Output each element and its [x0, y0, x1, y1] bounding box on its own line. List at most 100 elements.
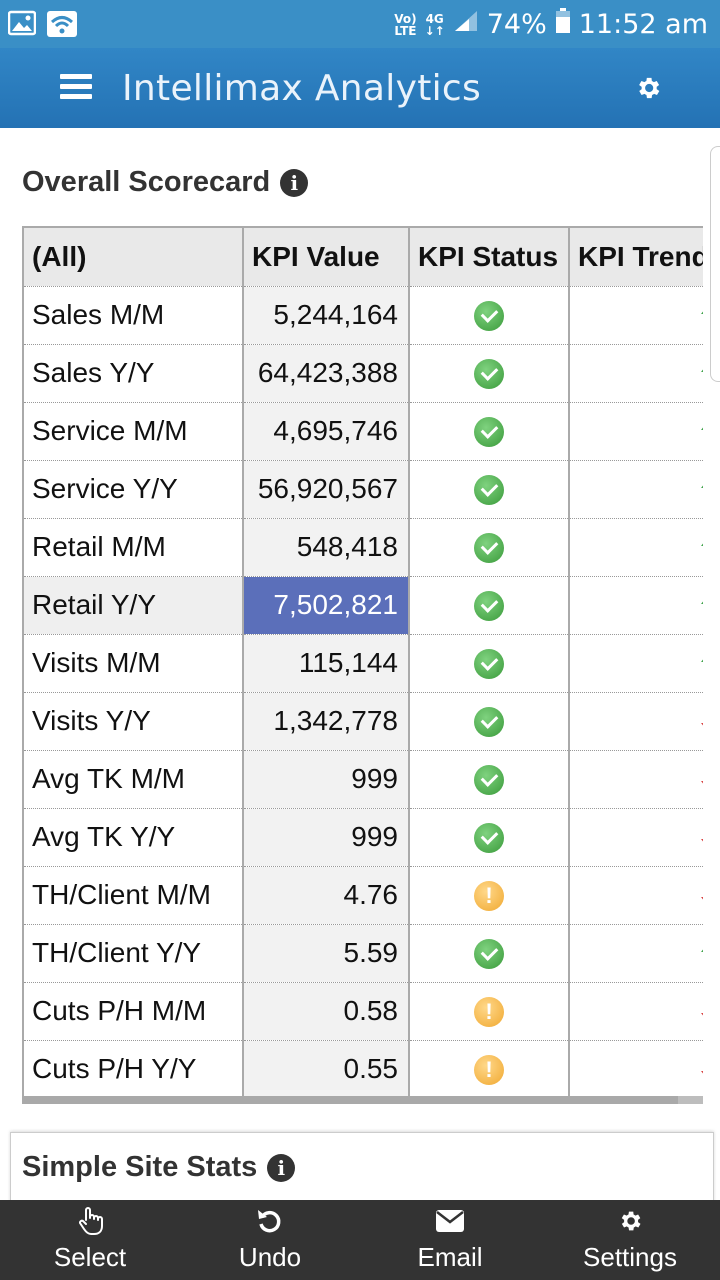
- scorecard-table[interactable]: (All) KPI Value KPI Status KPI Trend Sal…: [22, 226, 703, 1096]
- kpi-name-cell[interactable]: Visits Y/Y: [24, 692, 244, 751]
- table-row[interactable]: Visits M/M 115,144: [24, 634, 703, 693]
- check-circle-icon: [474, 939, 504, 970]
- kpi-value-cell[interactable]: 999: [243, 808, 410, 867]
- kpi-trend-cell[interactable]: [569, 692, 703, 751]
- undo-button[interactable]: Undo: [180, 1200, 360, 1280]
- column-header-kpi-trend[interactable]: KPI Trend: [569, 228, 703, 287]
- kpi-value-cell[interactable]: 1,342,778: [243, 692, 410, 751]
- column-header-all[interactable]: (All): [24, 228, 244, 287]
- kpi-value-cell[interactable]: 64,423,388: [243, 344, 410, 403]
- kpi-value-cell[interactable]: 999: [243, 750, 410, 809]
- kpi-status-cell[interactable]: [409, 344, 570, 403]
- envelope-icon: [360, 1206, 540, 1236]
- kpi-trend-cell[interactable]: [569, 634, 703, 693]
- battery-icon: [555, 8, 571, 41]
- table-row[interactable]: Avg TK Y/Y 999: [24, 808, 703, 867]
- kpi-name-cell[interactable]: Visits M/M: [24, 634, 244, 693]
- table-row[interactable]: TH/Client M/M 4.76!: [24, 866, 703, 925]
- check-circle-icon: [474, 765, 504, 796]
- column-header-kpi-value[interactable]: KPI Value: [243, 228, 410, 287]
- kpi-status-cell[interactable]: !: [409, 982, 570, 1041]
- kpi-status-cell[interactable]: [409, 692, 570, 751]
- kpi-value-cell[interactable]: 4.76: [243, 866, 410, 925]
- table-row[interactable]: Cuts P/H Y/Y 0.55!: [24, 1040, 703, 1096]
- table-row[interactable]: Visits Y/Y 1,342,778: [24, 692, 703, 751]
- kpi-trend-cell[interactable]: [569, 866, 703, 925]
- kpi-value-cell[interactable]: 0.55: [243, 1040, 410, 1096]
- kpi-name-cell[interactable]: Sales Y/Y: [24, 344, 244, 403]
- table-row[interactable]: Service M/M 4,695,746: [24, 402, 703, 461]
- scrollbar-thumb[interactable]: [22, 1096, 678, 1104]
- settings-button[interactable]: Settings: [540, 1200, 720, 1280]
- kpi-name-cell[interactable]: Avg TK M/M: [24, 750, 244, 809]
- table-row[interactable]: Service Y/Y 56,920,567: [24, 460, 703, 519]
- horizontal-scrollbar[interactable]: [22, 1096, 703, 1104]
- table-row[interactable]: Retail M/M 548,418: [24, 518, 703, 577]
- side-panel-handle[interactable]: [710, 146, 720, 382]
- kpi-name-cell[interactable]: Retail Y/Y: [24, 576, 244, 635]
- kpi-name-cell[interactable]: TH/Client M/M: [24, 866, 244, 925]
- table-row[interactable]: Retail Y/Y 7,502,821: [24, 576, 703, 635]
- kpi-value-cell[interactable]: 0.58: [243, 982, 410, 1041]
- table-row[interactable]: Avg TK M/M 999: [24, 750, 703, 809]
- table-row[interactable]: TH/Client Y/Y 5.59: [24, 924, 703, 983]
- kpi-trend-cell[interactable]: [569, 982, 703, 1041]
- kpi-name-cell[interactable]: Sales M/M: [24, 286, 244, 345]
- kpi-status-cell[interactable]: [409, 924, 570, 983]
- data-indicator: 4G ↓↑: [424, 11, 445, 38]
- kpi-value-cell[interactable]: 56,920,567: [243, 460, 410, 519]
- kpi-status-cell[interactable]: !: [409, 1040, 570, 1096]
- kpi-name-cell[interactable]: Service Y/Y: [24, 460, 244, 519]
- kpi-name-cell[interactable]: Service M/M: [24, 402, 244, 461]
- kpi-name-cell[interactable]: Cuts P/H Y/Y: [24, 1040, 244, 1096]
- signal-icon: [453, 9, 479, 40]
- check-circle-icon: [474, 823, 504, 854]
- kpi-status-cell[interactable]: [409, 460, 570, 519]
- table-row[interactable]: Cuts P/H M/M 0.58!: [24, 982, 703, 1041]
- kpi-name-cell[interactable]: TH/Client Y/Y: [24, 924, 244, 983]
- table-row[interactable]: Sales M/M 5,244,164: [24, 286, 703, 345]
- kpi-trend-cell[interactable]: [569, 286, 703, 345]
- kpi-trend-cell[interactable]: [569, 924, 703, 983]
- app-bar: Intellimax Analytics: [0, 48, 720, 128]
- kpi-value-cell[interactable]: 7,502,821: [243, 576, 410, 635]
- check-circle-icon: [474, 707, 504, 738]
- kpi-value-cell[interactable]: 5.59: [243, 924, 410, 983]
- kpi-value-cell[interactable]: 4,695,746: [243, 402, 410, 461]
- select-button[interactable]: Select: [0, 1200, 180, 1280]
- gear-icon[interactable]: [634, 74, 662, 102]
- kpi-trend-cell[interactable]: [569, 518, 703, 577]
- kpi-trend-cell[interactable]: [569, 344, 703, 403]
- kpi-name-cell[interactable]: Retail M/M: [24, 518, 244, 577]
- kpi-status-cell[interactable]: [409, 634, 570, 693]
- kpi-value-cell[interactable]: 115,144: [243, 634, 410, 693]
- kpi-trend-cell[interactable]: [569, 576, 703, 635]
- kpi-trend-cell[interactable]: [569, 750, 703, 809]
- column-header-kpi-status[interactable]: KPI Status: [409, 228, 570, 287]
- kpi-status-cell[interactable]: [409, 750, 570, 809]
- kpi-status-cell[interactable]: [409, 576, 570, 635]
- kpi-status-cell[interactable]: !: [409, 866, 570, 925]
- kpi-trend-cell[interactable]: [569, 808, 703, 867]
- info-icon[interactable]: i: [280, 168, 309, 197]
- kpi-status-cell[interactable]: [409, 402, 570, 461]
- table-row[interactable]: Sales Y/Y 64,423,388: [24, 344, 703, 403]
- arrow-up-icon: [701, 647, 703, 680]
- kpi-value-cell[interactable]: 548,418: [243, 518, 410, 577]
- battery-level: 74%: [486, 9, 547, 40]
- arrow-down-icon: [701, 764, 703, 796]
- main-content[interactable]: Overall Scorecard i (All) KPI Value KPI …: [0, 128, 720, 1200]
- kpi-trend-cell[interactable]: [569, 1040, 703, 1096]
- kpi-value-cell[interactable]: 5,244,164: [243, 286, 410, 345]
- kpi-status-cell[interactable]: [409, 518, 570, 577]
- email-button[interactable]: Email: [360, 1200, 540, 1280]
- kpi-trend-cell[interactable]: [569, 460, 703, 519]
- hamburger-menu-icon[interactable]: [60, 74, 92, 100]
- info-icon[interactable]: i: [267, 1153, 296, 1182]
- kpi-status-cell[interactable]: [409, 808, 570, 867]
- kpi-status-cell[interactable]: [409, 286, 570, 345]
- kpi-trend-cell[interactable]: [569, 402, 703, 461]
- arrow-down-icon: [701, 706, 703, 738]
- kpi-name-cell[interactable]: Cuts P/H M/M: [24, 982, 244, 1041]
- kpi-name-cell[interactable]: Avg TK Y/Y: [24, 808, 244, 867]
